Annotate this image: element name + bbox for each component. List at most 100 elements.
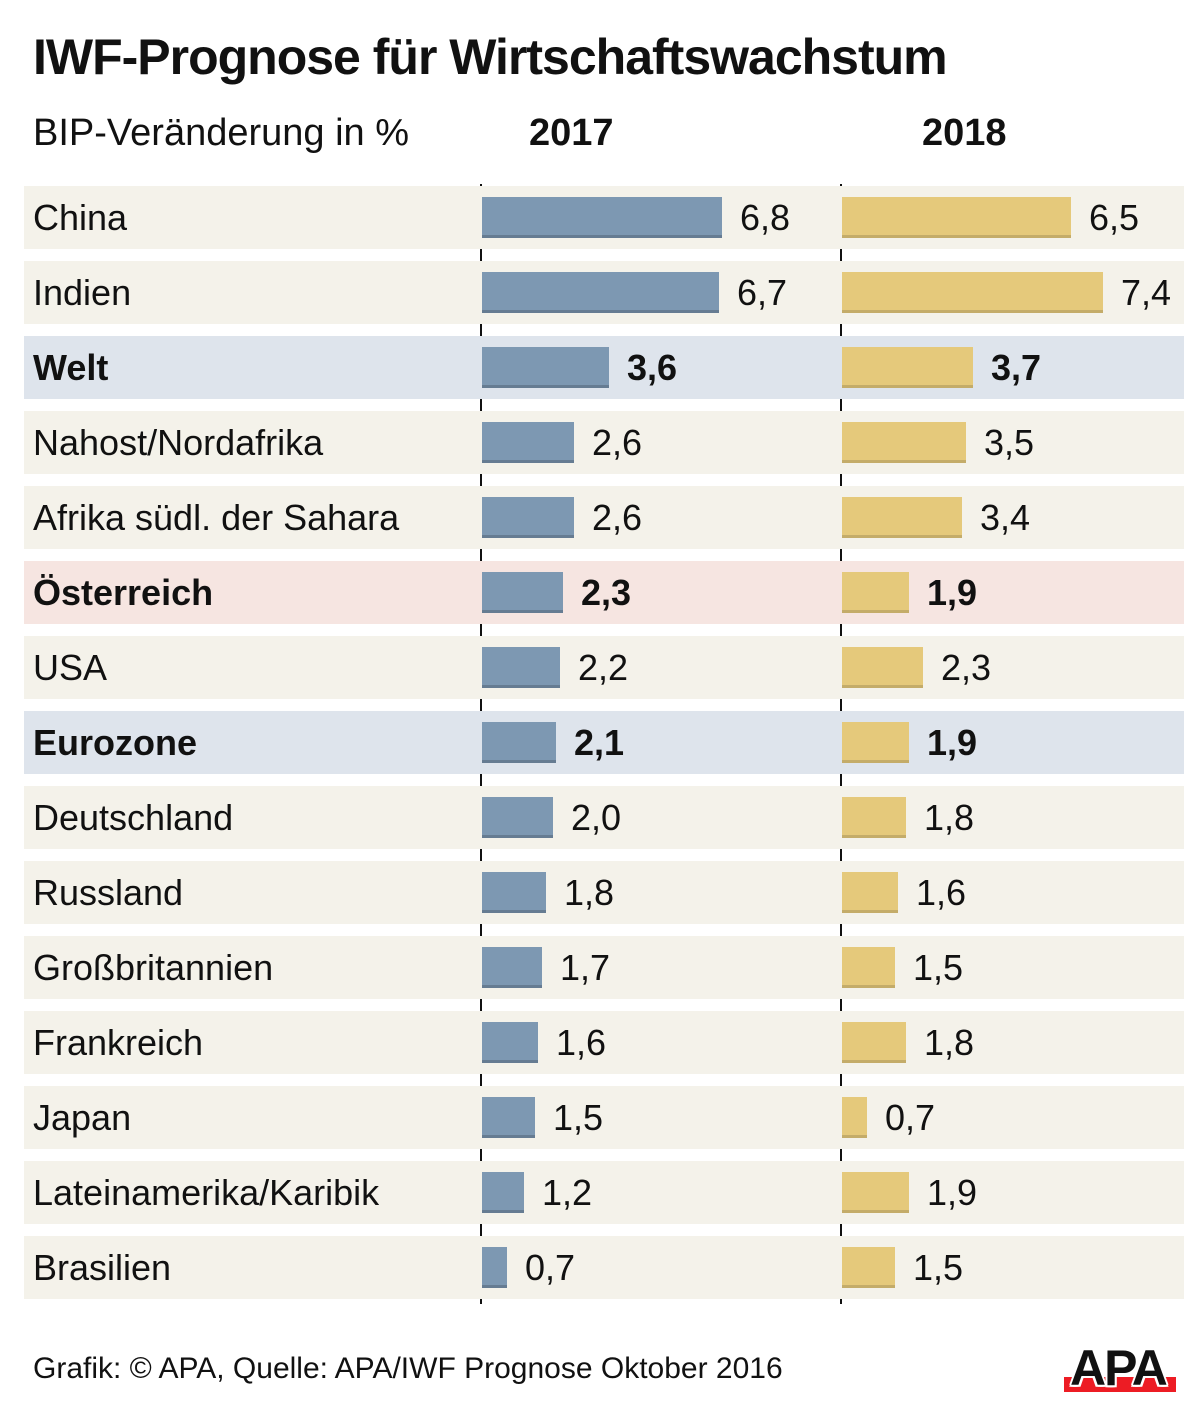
value-2017: 6,8 xyxy=(740,197,791,238)
bar-2017 xyxy=(482,872,546,913)
bar-2018 xyxy=(842,422,966,463)
country-label: Welt xyxy=(33,347,109,388)
chart-row: Deutschland 2,0 1,8 xyxy=(24,786,1184,849)
chart-row: Eurozone 2,1 1,9 xyxy=(24,711,1184,774)
bar-2017 xyxy=(482,1172,524,1213)
country-label: USA xyxy=(33,647,108,688)
bar-2018 xyxy=(842,1247,895,1288)
chart-row: USA 2,2 2,3 xyxy=(24,636,1184,699)
country-label: China xyxy=(33,197,128,238)
value-2018: 0,7 xyxy=(885,1097,936,1138)
chart-row: Brasilien 0,7 1,5 xyxy=(24,1236,1184,1299)
country-label: Russland xyxy=(33,872,184,913)
value-2018: 3,7 xyxy=(991,347,1042,388)
unit-label: BIP-Veränderung in % xyxy=(33,112,410,154)
bar-2017 xyxy=(482,797,553,838)
bar-2018 xyxy=(842,797,906,838)
chart-rows: China 6,8 6,5 Indien 6,7 7,4 Welt 3,6 3,… xyxy=(24,186,1184,1299)
value-2017: 3,6 xyxy=(627,347,678,388)
bar-2018 xyxy=(842,347,973,388)
country-label: Afrika südl. der Sahara xyxy=(33,497,400,538)
value-2017: 1,2 xyxy=(542,1172,593,1213)
country-label: Lateinamerika/Karibik xyxy=(33,1172,380,1213)
bar-2018 xyxy=(842,272,1103,313)
country-label: Frankreich xyxy=(33,1022,204,1063)
bar-2017 xyxy=(482,497,574,538)
value-2018: 1,5 xyxy=(913,1247,964,1288)
bar-2017 xyxy=(482,1097,535,1138)
column-header-2018: 2018 xyxy=(922,112,1007,154)
bar-2017 xyxy=(482,647,560,688)
country-label: Brasilien xyxy=(33,1247,172,1288)
bar-2017 xyxy=(482,947,542,988)
chart-row: Russland 1,8 1,6 xyxy=(24,861,1184,924)
value-2017: 2,1 xyxy=(574,722,625,763)
bar-2017 xyxy=(482,572,563,613)
value-2017: 1,8 xyxy=(564,872,615,913)
source-credit: Grafik: © APA, Quelle: APA/IWF Prognose … xyxy=(33,1352,783,1385)
value-2017: 2,2 xyxy=(578,647,629,688)
chart-row: Österreich 2,3 1,9 xyxy=(24,561,1184,624)
apa-logo-red-bar xyxy=(1064,1377,1176,1392)
chart-row: Frankreich 1,6 1,8 xyxy=(24,1011,1184,1074)
bar-2018 xyxy=(842,572,909,613)
bar-2018 xyxy=(842,197,1071,238)
country-label: Japan xyxy=(33,1097,132,1138)
page-title: IWF-Prognose für Wirtschaftswachstum xyxy=(33,29,948,85)
value-2018: 2,3 xyxy=(941,647,992,688)
value-2017: 1,7 xyxy=(560,947,611,988)
chart-row: Nahost/Nordafrika 2,6 3,5 xyxy=(24,411,1184,474)
value-2018: 1,5 xyxy=(913,947,964,988)
apa-logo-text: APA xyxy=(1070,1340,1168,1396)
value-2018: 1,9 xyxy=(927,572,978,613)
country-label: Österreich xyxy=(33,572,214,613)
chart-row: Welt 3,6 3,7 xyxy=(24,336,1184,399)
bar-2018 xyxy=(842,1022,906,1063)
country-label: Indien xyxy=(33,272,132,313)
chart-row: Lateinamerika/Karibik 1,2 1,9 xyxy=(24,1161,1184,1224)
value-2017: 2,6 xyxy=(592,497,643,538)
chart-header: BIP-Veränderung in % 2017 2018 xyxy=(0,112,1200,158)
value-2017: 6,7 xyxy=(737,272,788,313)
value-2018: 1,6 xyxy=(916,872,967,913)
country-label: Eurozone xyxy=(33,722,198,763)
value-2017: 0,7 xyxy=(525,1247,576,1288)
apa-logo: APA xyxy=(1064,1332,1176,1396)
value-2017: 2,6 xyxy=(592,422,643,463)
value-2018: 7,4 xyxy=(1121,272,1172,313)
column-header-2017: 2017 xyxy=(529,112,614,154)
bar-2018 xyxy=(842,1097,867,1138)
bar-2018 xyxy=(842,647,923,688)
bar-2018 xyxy=(842,722,909,763)
bar-2017 xyxy=(482,1247,507,1288)
country-label: Nahost/Nordafrika xyxy=(33,422,324,463)
value-2018: 1,9 xyxy=(927,1172,978,1213)
bar-2018 xyxy=(842,1172,909,1213)
value-2017: 2,0 xyxy=(571,797,622,838)
value-2018: 1,8 xyxy=(924,1022,975,1063)
value-2018: 1,9 xyxy=(927,722,978,763)
bar-2017 xyxy=(482,422,574,463)
value-2018: 3,4 xyxy=(980,497,1031,538)
value-2018: 1,8 xyxy=(924,797,975,838)
country-label: Deutschland xyxy=(33,797,234,838)
bar-2018 xyxy=(842,947,895,988)
bar-2018 xyxy=(842,497,962,538)
country-label: Großbritannien xyxy=(33,947,274,988)
bar-2017 xyxy=(482,722,556,763)
value-2018: 6,5 xyxy=(1089,197,1140,238)
chart-row: Indien 6,7 7,4 xyxy=(24,261,1184,324)
bar-2018 xyxy=(842,872,898,913)
bar-2017 xyxy=(482,272,719,313)
value-2017: 1,6 xyxy=(556,1022,607,1063)
value-2017: 2,3 xyxy=(581,572,632,613)
value-2017: 1,5 xyxy=(553,1097,604,1138)
chart-row: China 6,8 6,5 xyxy=(24,186,1184,249)
value-2018: 3,5 xyxy=(984,422,1035,463)
bar-2017 xyxy=(482,347,609,388)
chart-row: Großbritannien 1,7 1,5 xyxy=(24,936,1184,999)
chart-row: Afrika südl. der Sahara 2,6 3,4 xyxy=(24,486,1184,549)
bar-2017 xyxy=(482,197,722,238)
